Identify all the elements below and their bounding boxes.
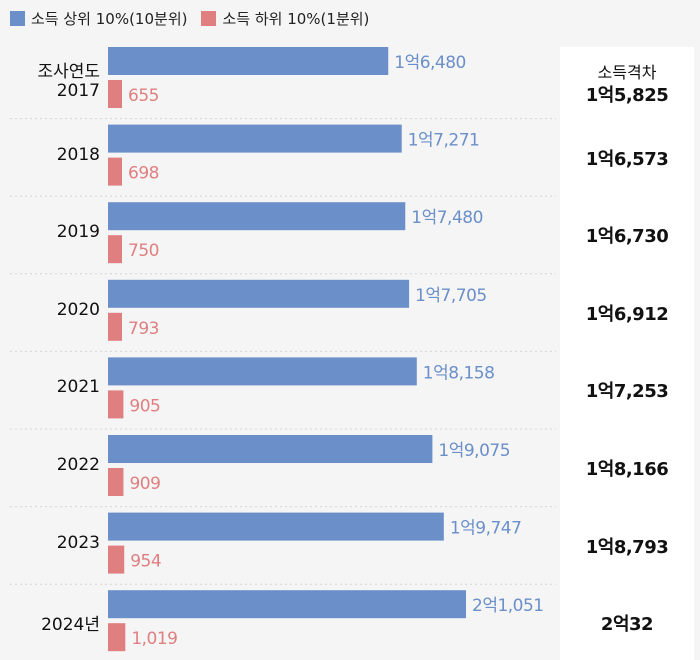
bar-bottom-5 [108,468,124,496]
bar-top-2 [108,202,406,231]
gap-title: 소득격차 [597,63,657,82]
gap-value-0: 1억5,825 [585,85,669,106]
legend-item-top: 소득 상위 10%(10분위) [10,8,187,29]
bar-label-top-5: 1억9,075 [438,441,510,461]
gap-value-2: 1억6,730 [585,226,669,248]
legend-label-bottom: 소득 하위 10%(1분위) [222,10,370,28]
bar-label-bottom-6: 954 [130,552,161,572]
bar-top-6 [108,512,444,541]
year-label-2: 2019 [56,222,100,243]
bar-bottom-2 [108,235,122,264]
bar-label-top-3: 1억7,705 [415,286,487,306]
bar-label-top-4: 1억8,158 [423,363,495,383]
gap-value-7: 2억32 [600,614,654,636]
legend-swatch-top [10,11,25,26]
legend: 소득 상위 10%(10분위) 소득 하위 10%(1분위) [10,8,369,29]
year-label-5: 2022 [56,455,100,475]
year-label-1: 2018 [56,144,100,165]
year-label-3: 2020 [56,299,100,320]
survey-year-label: 조사연도 [37,62,100,82]
gap-panel [560,47,694,660]
bar-label-bottom-0: 655 [128,86,159,106]
bar-top-4 [108,357,417,386]
bar-label-bottom-5: 909 [129,474,160,494]
gap-value-3: 1억6,912 [585,303,669,325]
bar-top-1 [108,124,402,153]
legend-swatch-bottom [201,11,217,26]
bar-top-3 [108,279,410,308]
year-label-7: 2024년 [41,615,100,636]
year-label-0: 2017 [56,81,100,101]
bar-bottom-1 [108,157,122,186]
bar-top-5 [108,435,433,463]
gap-value-1: 1억6,573 [585,148,669,170]
bar-label-top-2: 1억7,480 [411,208,483,228]
bar-label-bottom-4: 905 [129,396,160,416]
bar-bottom-7 [108,623,126,652]
bar-label-top-1: 1억7,271 [408,131,480,151]
bar-bottom-3 [108,312,122,341]
bar-label-top-7: 2억1,051 [472,596,544,616]
bar-bottom-0 [108,80,122,108]
bar-label-bottom-7: 1,019 [131,629,177,649]
year-label-6: 2023 [56,532,100,553]
bar-label-bottom-1: 698 [128,164,159,184]
bar-label-top-6: 1억9,747 [450,519,522,539]
gap-value-4: 1억7,253 [585,381,669,403]
legend-label-top: 소득 상위 10%(10분위) [31,10,188,28]
bar-label-bottom-3: 793 [128,319,159,339]
bar-label-bottom-2: 750 [128,241,159,261]
bar-top-0 [108,47,389,75]
bar-label-top-0: 1억6,480 [394,53,466,73]
gap-value-6: 1억8,793 [585,536,669,558]
legend-item-bottom: 소득 하위 10%(1분위) [201,8,369,29]
bar-top-7 [108,590,466,619]
gap-value-5: 1억8,166 [585,459,669,480]
bar-bottom-6 [108,545,125,574]
bar-bottom-4 [108,390,124,419]
year-label-4: 2021 [56,377,100,398]
